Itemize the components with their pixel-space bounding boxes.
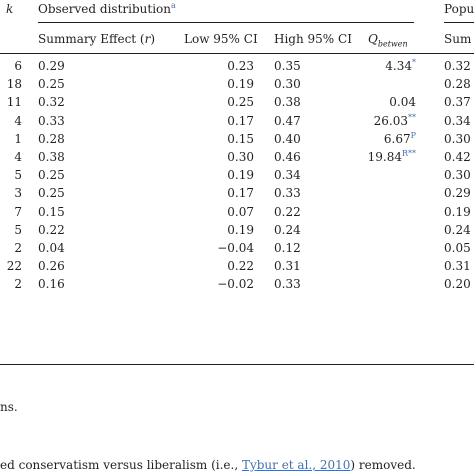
q-value: 6.67 xyxy=(383,132,411,146)
row-low-ci: 0.17 xyxy=(227,186,254,200)
row-population: 0.34 xyxy=(444,114,471,128)
row-low-ci: 0.25 xyxy=(227,95,254,109)
row-low-ci: 0.19 xyxy=(227,77,254,91)
observed-underline xyxy=(38,22,414,23)
row-summary-effect: 0.28 xyxy=(38,132,65,146)
observed-distribution-header: Observed distributiona xyxy=(38,1,176,17)
row-low-ci: −0.02 xyxy=(217,277,254,291)
row-summary-effect: 0.25 xyxy=(38,168,65,182)
population-underline xyxy=(444,22,474,23)
row-q-between: 6.67P xyxy=(330,131,416,147)
row-low-ci: 0.07 xyxy=(227,205,254,219)
row-k: 1 xyxy=(14,132,22,146)
row-population: 0.32 xyxy=(444,59,471,73)
row-high-ci: 0.12 xyxy=(274,241,301,255)
row-population: 0.37 xyxy=(444,95,471,109)
row-low-ci: 0.19 xyxy=(227,168,254,182)
row-population: 0.20 xyxy=(444,277,471,291)
q-note: * xyxy=(412,58,416,67)
citation-link[interactable]: Tybur et al., 2010 xyxy=(241,458,351,472)
q-note: ** xyxy=(408,113,416,122)
row-q-between: 4.34* xyxy=(330,58,416,74)
bottom-rule xyxy=(0,364,474,365)
q-between-header: Qbetwen xyxy=(368,32,408,49)
row-k: 11 xyxy=(6,95,22,109)
row-k: 5 xyxy=(14,168,22,182)
row-high-ci: 0.33 xyxy=(274,186,301,200)
row-high-ci: 0.22 xyxy=(274,205,301,219)
row-summary-effect: 0.25 xyxy=(38,77,65,91)
row-k: 2 xyxy=(14,277,22,291)
row-k: 4 xyxy=(14,114,22,128)
row-low-ci: −0.04 xyxy=(217,241,254,255)
row-high-ci: 0.46 xyxy=(274,150,301,164)
row-q-between: 0.04 xyxy=(330,95,416,109)
row-high-ci: 0.35 xyxy=(274,59,301,73)
row-summary-effect: 0.26 xyxy=(38,259,65,273)
row-low-ci: 0.23 xyxy=(227,59,254,73)
row-k: 4 xyxy=(14,150,22,164)
header-rule xyxy=(0,53,474,54)
population-summary-header: Sum xyxy=(444,32,472,46)
row-summary-effect: 0.33 xyxy=(38,114,65,128)
row-summary-effect: 0.32 xyxy=(38,95,65,109)
row-high-ci: 0.30 xyxy=(274,77,301,91)
row-high-ci: 0.33 xyxy=(274,277,301,291)
row-high-ci: 0.31 xyxy=(274,259,301,273)
footnote-line-2: ed conservatism versus liberalism (i.e.,… xyxy=(0,458,416,472)
row-summary-effect: 0.29 xyxy=(38,59,65,73)
row-k: 5 xyxy=(14,223,22,237)
row-high-ci: 0.47 xyxy=(274,114,301,128)
row-q-between: 26.03** xyxy=(330,113,416,129)
row-high-ci: 0.38 xyxy=(274,95,301,109)
q-note: R** xyxy=(401,149,416,158)
row-high-ci: 0.40 xyxy=(274,132,301,146)
row-population: 0.29 xyxy=(444,186,471,200)
row-k: 6 xyxy=(14,59,22,73)
row-high-ci: 0.24 xyxy=(274,223,301,237)
row-k: 3 xyxy=(14,186,22,200)
high-ci-header: High 95% CI xyxy=(274,32,352,46)
summary-effect-header: Summary Effect (r) xyxy=(38,32,156,46)
row-low-ci: 0.15 xyxy=(227,132,254,146)
row-summary-effect: 0.25 xyxy=(38,186,65,200)
row-summary-effect: 0.15 xyxy=(38,205,65,219)
row-q-between: 19.84R** xyxy=(330,149,416,165)
row-population: 0.28 xyxy=(444,77,471,91)
row-k: 18 xyxy=(6,77,22,91)
row-population: 0.05 xyxy=(444,241,471,255)
row-population: 0.42 xyxy=(444,150,471,164)
population-header: Popu xyxy=(444,2,474,16)
row-population: 0.19 xyxy=(444,205,471,219)
q-value: 0.04 xyxy=(389,95,416,109)
footnote-line-1: ns. xyxy=(0,400,18,414)
row-summary-effect: 0.16 xyxy=(38,277,65,291)
row-low-ci: 0.19 xyxy=(227,223,254,237)
row-low-ci: 0.17 xyxy=(227,114,254,128)
row-k: 22 xyxy=(6,259,22,273)
row-high-ci: 0.34 xyxy=(274,168,301,182)
row-low-ci: 0.30 xyxy=(227,150,254,164)
q-note: P xyxy=(410,131,416,140)
row-population: 0.24 xyxy=(444,223,471,237)
row-population: 0.31 xyxy=(444,259,471,273)
row-summary-effect: 0.38 xyxy=(38,150,65,164)
row-k: 7 xyxy=(14,205,22,219)
q-value: 4.34 xyxy=(385,59,412,73)
row-summary-effect: 0.04 xyxy=(38,241,65,255)
row-summary-effect: 0.22 xyxy=(38,223,65,237)
q-value: 19.84 xyxy=(367,150,402,164)
row-k: 2 xyxy=(14,241,22,255)
k-header: k xyxy=(6,2,14,16)
row-low-ci: 0.22 xyxy=(227,259,254,273)
row-population: 0.30 xyxy=(444,168,471,182)
low-ci-header: Low 95% CI xyxy=(184,32,258,46)
q-value: 26.03 xyxy=(373,114,408,128)
row-population: 0.30 xyxy=(444,132,471,146)
